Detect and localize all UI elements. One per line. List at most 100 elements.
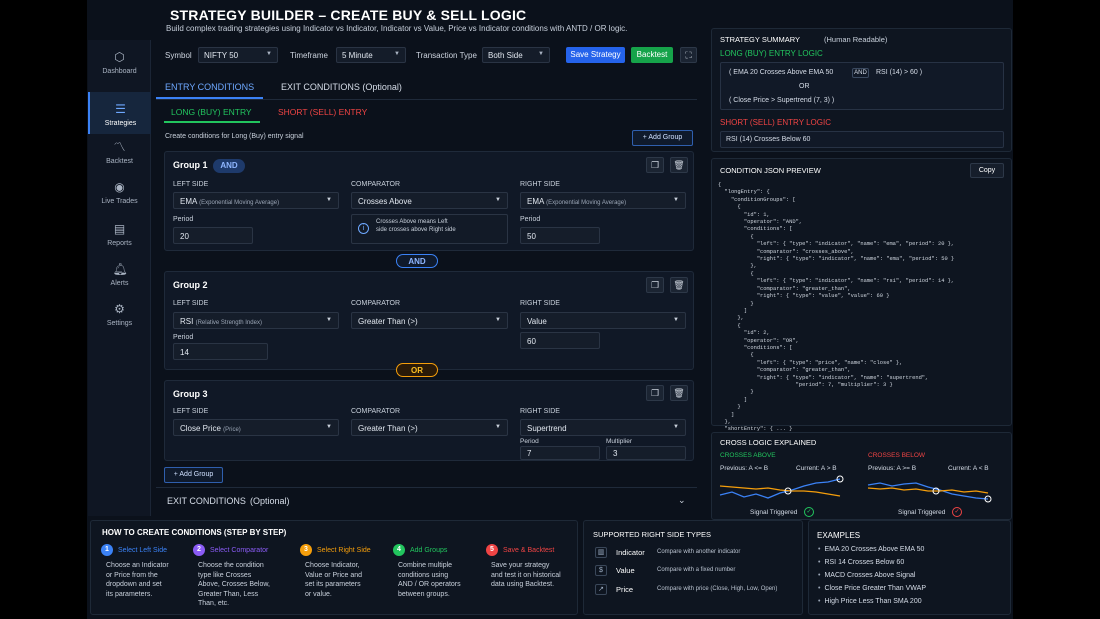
- step-description: Save your strategy: [491, 562, 550, 569]
- type-desc: Compare with another indicator: [657, 549, 741, 555]
- long-logic-or: OR: [799, 83, 810, 90]
- chevron-down-icon: ▼: [326, 197, 332, 203]
- right-side-select[interactable]: EMA (Exponential Moving Average) ▼: [520, 192, 686, 209]
- comparator-label: COMPARATOR: [351, 181, 401, 188]
- page-subtitle: Build complex trading strategies using I…: [166, 24, 628, 33]
- step-title: Select Right Side: [317, 547, 371, 554]
- left-period-input[interactable]: 14: [173, 343, 268, 360]
- add-group-button[interactable]: + Add Group: [632, 130, 693, 146]
- exit-conditions-collapse[interactable]: EXIT CONDITIONS (Optional) ⌄: [156, 487, 697, 512]
- exit-collapse-optional: (Optional): [250, 496, 290, 506]
- right-value-input[interactable]: 60: [520, 332, 600, 349]
- left-side-select[interactable]: Close Price (Price) ▼: [173, 419, 339, 436]
- trash-icon[interactable]: 🗑︎: [670, 277, 688, 293]
- right-period-input[interactable]: 50: [520, 227, 600, 244]
- copy-icon[interactable]: ❐: [646, 385, 664, 401]
- right-value: EMA: [527, 197, 544, 206]
- left-value: EMA: [180, 197, 197, 206]
- crosses-below-title: CROSSES BELOW: [868, 452, 926, 459]
- chevron-down-icon: ▼: [394, 51, 400, 57]
- left-side-label: LEFT SIDE: [173, 181, 209, 188]
- sidebar-item-reports[interactable]: ▤ Reports: [88, 222, 151, 262]
- period-label: Period: [173, 216, 194, 223]
- sidebar-item-strategies[interactable]: ☰ Strategies: [88, 92, 151, 134]
- above-current: Current: A > B: [796, 465, 837, 472]
- symbol-select[interactable]: NIFTY 50 ▼: [198, 47, 278, 63]
- example-item: Close Price Greater Than VWAP: [818, 585, 926, 592]
- left-side-select[interactable]: RSI (Relative Strength Index) ▼: [173, 312, 339, 329]
- below-signal-label: Signal Triggered: [898, 509, 946, 516]
- group-operator-badge[interactable]: AND: [213, 159, 245, 173]
- copy-icon[interactable]: ❐: [646, 157, 664, 173]
- tabs-divider: [156, 99, 697, 100]
- trash-icon[interactable]: 🗑︎: [670, 385, 688, 401]
- above-previous: Previous: A <= B: [720, 465, 769, 472]
- or-connector[interactable]: OR: [396, 363, 438, 377]
- timeframe-label: Timeframe: [290, 51, 328, 60]
- right-multiplier-input[interactable]: 3: [606, 446, 686, 460]
- comparator-select[interactable]: Greater Than (>) ▼: [351, 312, 508, 329]
- long-logic-line1a: ( EMA 20 Crosses Above EMA 50: [729, 69, 834, 76]
- left-side-select[interactable]: EMA (Exponential Moving Average) ▼: [173, 192, 339, 209]
- step-description: Greater Than, Less: [198, 590, 259, 598]
- comparator-label: COMPARATOR: [351, 408, 401, 415]
- period-label: Period: [520, 216, 541, 223]
- comparator-select[interactable]: Greater Than (>) ▼: [351, 419, 508, 436]
- comparator-value: Greater Than (>): [358, 424, 418, 433]
- backtest-button[interactable]: Backtest: [631, 47, 673, 63]
- transaction-select[interactable]: Both Side ▼: [482, 47, 550, 63]
- chevron-down-icon: ▼: [495, 197, 501, 203]
- subtab-long-entry[interactable]: LONG (BUY) ENTRY: [171, 107, 252, 117]
- period-label: Period: [173, 334, 194, 341]
- right-value: Supertrend: [527, 424, 567, 433]
- step-description: dropdown and set: [106, 581, 162, 588]
- chevron-down-icon: ⌄: [678, 495, 686, 505]
- and-connector[interactable]: AND: [396, 254, 438, 268]
- add-group-bottom-button[interactable]: + Add Group: [164, 467, 223, 483]
- signal-icon: ◉: [114, 180, 125, 194]
- trash-icon[interactable]: 🗑︎: [670, 157, 688, 173]
- step-description: type like Crosses: [198, 571, 252, 579]
- long-logic-and: AND: [852, 68, 869, 78]
- right-side-select[interactable]: Supertrend ▼: [520, 419, 686, 436]
- step-description: set its parameters: [305, 581, 361, 588]
- sidebar-item-label: Strategies: [104, 120, 137, 127]
- copy-icon[interactable]: ❐: [646, 277, 664, 293]
- type-name: Price: [616, 585, 634, 594]
- condition-group-2: Group 2 ❐ 🗑︎ LEFT SIDE COMPARATOR RIGHT …: [164, 271, 694, 370]
- step-description: its parameters.: [106, 590, 153, 598]
- group-title: Group 3: [173, 389, 208, 399]
- sidebar-item-live-trades[interactable]: ◉ Live Trades: [88, 180, 151, 220]
- page-title: STRATEGY BUILDER – CREATE BUY & SELL LOG…: [170, 7, 527, 23]
- json-preview-panel: CONDITION JSON PREVIEW Copy { "longEntry…: [711, 158, 1012, 440]
- save-strategy-button[interactable]: Save Strategy: [566, 47, 625, 63]
- tab-entry-conditions[interactable]: ENTRY CONDITIONS: [165, 82, 255, 92]
- bell-icon: 🔔︎: [112, 262, 128, 276]
- sidebar-item-backtest[interactable]: 〽 Backtest: [88, 140, 151, 180]
- sidebar-item-settings[interactable]: ⚙ Settings: [88, 302, 151, 342]
- left-sub: (Exponential Moving Average): [199, 200, 280, 206]
- right-period-input[interactable]: 7: [520, 446, 600, 460]
- copy-json-button[interactable]: Copy: [970, 163, 1004, 178]
- check-icon: ✓: [952, 507, 962, 517]
- sidebar-item-dashboard[interactable]: ⬡ Dashboard: [88, 50, 151, 90]
- step-number: 2: [193, 544, 205, 556]
- left-period-input[interactable]: 20: [173, 227, 253, 244]
- sidebar-item-alerts[interactable]: 🔔︎ Alerts: [88, 262, 151, 302]
- symbol-label: Symbol: [165, 51, 192, 60]
- left-sub: (Relative Strength Index): [195, 320, 262, 326]
- transaction-label: Transaction Type: [416, 51, 477, 60]
- right-side-select[interactable]: Value ▼: [520, 312, 686, 329]
- subtab-short-entry[interactable]: SHORT (SELL) ENTRY: [278, 107, 368, 117]
- step-description: Than, etc.: [198, 600, 230, 607]
- tab-exit-conditions[interactable]: EXIT CONDITIONS (Optional): [281, 82, 402, 92]
- timeframe-select[interactable]: 5 Minute ▼: [336, 47, 406, 63]
- crosses-above-title: CROSSES ABOVE: [720, 452, 776, 459]
- example-item: MACD Crosses Above Signal: [818, 572, 915, 579]
- right-side-label: RIGHT SIDE: [520, 300, 560, 307]
- comparator-select[interactable]: Crosses Above ▼: [351, 192, 508, 209]
- expand-icon[interactable]: ⛶: [680, 47, 697, 63]
- type-name: Value: [616, 566, 635, 575]
- indicator-icon: ▥: [595, 547, 607, 558]
- step-description: Choose the condition: [198, 562, 264, 569]
